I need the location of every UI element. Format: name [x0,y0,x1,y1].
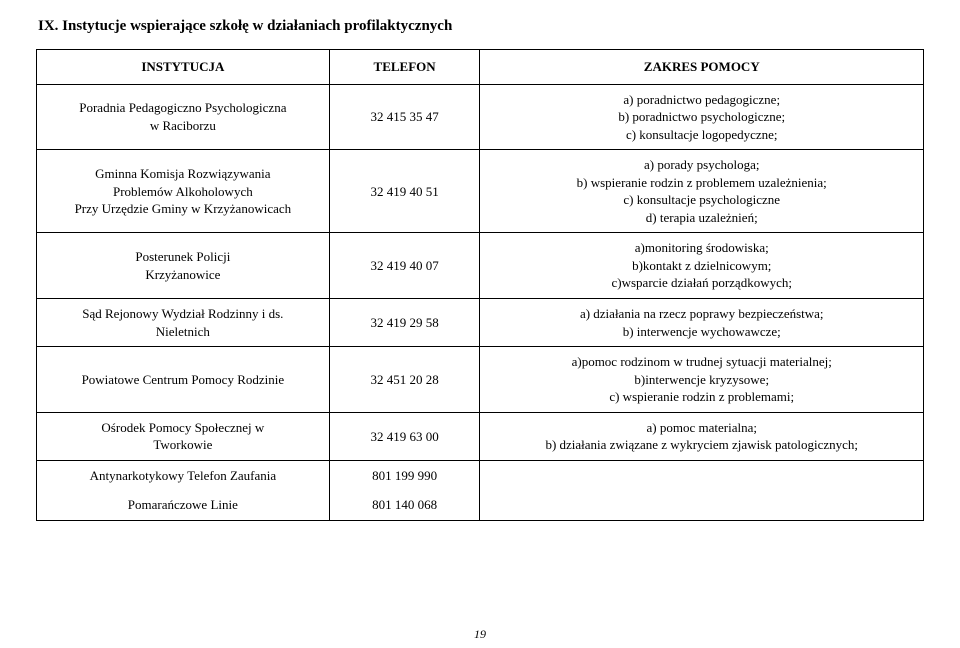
text-line: Krzyżanowice [45,266,321,284]
cell-institution: Powiatowe Centrum Pomocy Rodzinie [37,347,330,413]
text-line: b) interwencje wychowawcze; [488,323,915,341]
text-line: w Raciborzu [45,117,321,135]
table-row: Posterunek Policji Krzyżanowice 32 419 4… [37,233,924,299]
text-line: Problemów Alkoholowych [45,183,321,201]
table-row: Gminna Komisja Rozwiązywania Problemów A… [37,150,924,233]
section-title: IX. Instytucje wspierające szkołę w dzia… [38,18,924,35]
text-line: d) terapia uzależnień; [488,209,915,227]
col-header-telefon: TELEFON [329,50,480,85]
cell-zakres [480,490,924,520]
cell-institution: Ośrodek Pomocy Społecznej w Tworkowie [37,412,330,460]
text-line: a)pomoc rodzinom w trudnej sytuacji mate… [488,353,915,371]
text-line: a) poradnictwo pedagogiczne; [488,91,915,109]
text-line: c) wspieranie rodzin z problemami; [488,388,915,406]
text-line: b) poradnictwo psychologiczne; [488,108,915,126]
cell-institution: Antynarkotykowy Telefon Zaufania [37,460,330,490]
col-header-zakres: ZAKRES POMOCY [480,50,924,85]
text-line: c) konsultacje psychologiczne [488,191,915,209]
col-header-institution: INSTYTUCJA [37,50,330,85]
text-line: b) wspieranie rodzin z problemem uzależn… [488,174,915,192]
cell-zakres: a)pomoc rodzinom w trudnej sytuacji mate… [480,347,924,413]
cell-zakres: a) działania na rzecz poprawy bezpieczeń… [480,299,924,347]
text-line: b)kontakt z dzielnicowym; [488,257,915,275]
page-number: 19 [0,627,960,642]
table-row: Pomarańczowe Linie 801 140 068 [37,490,924,520]
cell-zakres [480,460,924,490]
text-line: a) pomoc materialna; [488,419,915,437]
text-line: Pomarańczowe Linie [45,496,321,514]
text-line: a) porady psychologa; [488,156,915,174]
cell-zakres: a) porady psychologa; b) wspieranie rodz… [480,150,924,233]
text-line: c) konsultacje logopedyczne; [488,126,915,144]
table-row: Powiatowe Centrum Pomocy Rodzinie 32 451… [37,347,924,413]
text-line: a) działania na rzecz poprawy bezpieczeń… [488,305,915,323]
cell-institution: Posterunek Policji Krzyżanowice [37,233,330,299]
text-line: Nieletnich [45,323,321,341]
cell-institution: Gminna Komisja Rozwiązywania Problemów A… [37,150,330,233]
cell-telefon: 32 415 35 47 [329,84,480,150]
table-header-row: INSTYTUCJA TELEFON ZAKRES POMOCY [37,50,924,85]
table-row: Poradnia Pedagogiczno Psychologiczna w R… [37,84,924,150]
page: IX. Instytucje wspierające szkołę w dzia… [0,0,960,648]
text-line: b) działania związane z wykryciem zjawis… [488,436,915,454]
text-line: Gminna Komisja Rozwiązywania [45,165,321,183]
cell-telefon: 32 419 40 51 [329,150,480,233]
cell-telefon: 32 419 29 58 [329,299,480,347]
cell-institution: Pomarańczowe Linie [37,490,330,520]
text-line: Sąd Rejonowy Wydział Rodzinny i ds. [45,305,321,323]
cell-telefon: 801 140 068 [329,490,480,520]
cell-telefon: 32 451 20 28 [329,347,480,413]
text-line: Przy Urzędzie Gminy w Krzyżanowicach [45,200,321,218]
table-row: Ośrodek Pomocy Społecznej w Tworkowie 32… [37,412,924,460]
text-line: Posterunek Policji [45,248,321,266]
text-line: Ośrodek Pomocy Społecznej w [45,419,321,437]
text-line: b)interwencje kryzysowe; [488,371,915,389]
cell-institution: Sąd Rejonowy Wydział Rodzinny i ds. Niel… [37,299,330,347]
cell-telefon: 801 199 990 [329,460,480,490]
table-row: Sąd Rejonowy Wydział Rodzinny i ds. Niel… [37,299,924,347]
text-line: Powiatowe Centrum Pomocy Rodzinie [45,371,321,389]
cell-zakres: a) poradnictwo pedagogiczne; b) poradnic… [480,84,924,150]
text-line: Tworkowie [45,436,321,454]
institutions-table: INSTYTUCJA TELEFON ZAKRES POMOCY Poradni… [36,49,924,521]
cell-telefon: 32 419 63 00 [329,412,480,460]
cell-institution: Poradnia Pedagogiczno Psychologiczna w R… [37,84,330,150]
text-line: a)monitoring środowiska; [488,239,915,257]
text-line: Antynarkotykowy Telefon Zaufania [45,467,321,485]
cell-zakres: a)monitoring środowiska; b)kontakt z dzi… [480,233,924,299]
cell-zakres: a) pomoc materialna; b) działania związa… [480,412,924,460]
table-row: Antynarkotykowy Telefon Zaufania 801 199… [37,460,924,490]
cell-telefon: 32 419 40 07 [329,233,480,299]
text-line: c)wsparcie działań porządkowych; [488,274,915,292]
text-line: Poradnia Pedagogiczno Psychologiczna [45,99,321,117]
